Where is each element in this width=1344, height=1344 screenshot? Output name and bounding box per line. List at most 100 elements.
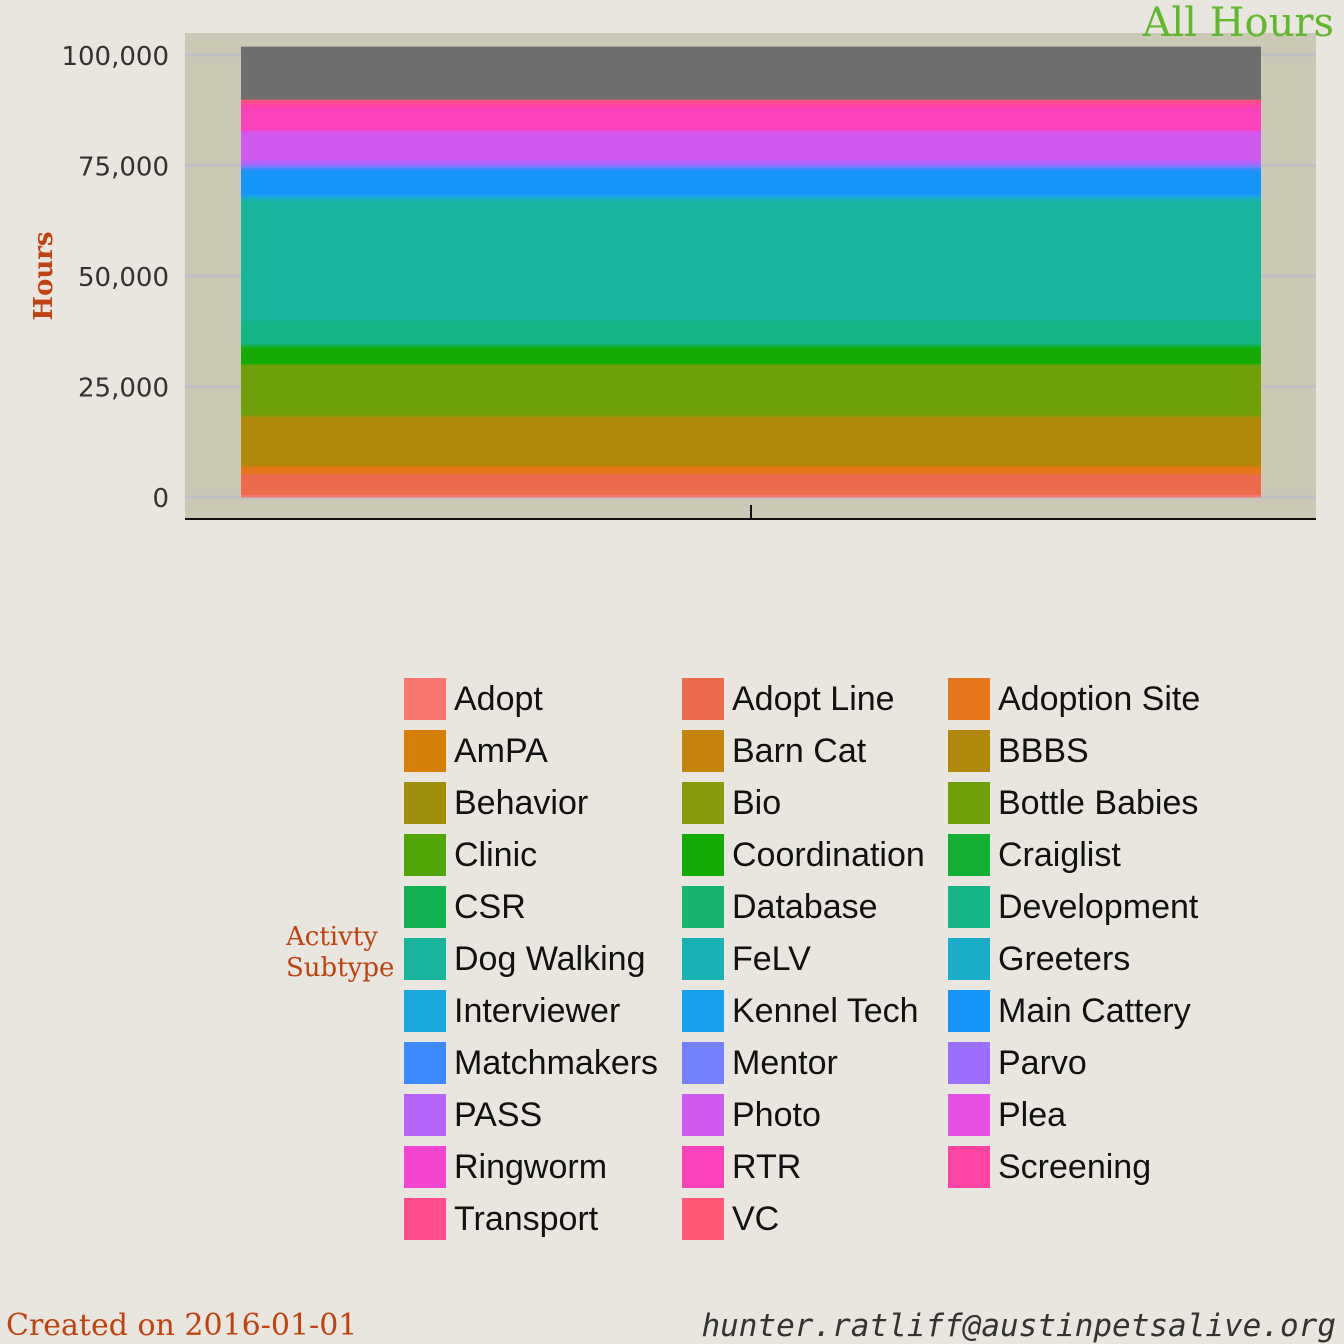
legend-item: Bio bbox=[682, 777, 948, 829]
legend-swatch bbox=[682, 678, 724, 720]
bar-segment-vc bbox=[241, 99, 1261, 102]
legend-label: Main Cattery bbox=[998, 991, 1191, 1030]
legend-label: Adopt Line bbox=[732, 679, 895, 718]
legend-item: Behavior bbox=[404, 777, 682, 829]
legend-label: Craiglist bbox=[998, 835, 1121, 874]
legend-swatch bbox=[404, 730, 446, 772]
legend-item: Kennel Tech bbox=[682, 985, 948, 1037]
legend-item: Craiglist bbox=[948, 829, 1188, 881]
y-tick-label: 50,000 bbox=[78, 263, 169, 293]
legend-label: Matchmakers bbox=[454, 1043, 659, 1082]
bar-segment-barn-cat bbox=[241, 464, 1261, 467]
bar-segment-behavior bbox=[241, 416, 1261, 418]
legend-swatch bbox=[404, 886, 446, 928]
legend-swatch bbox=[404, 834, 446, 876]
legend-label: Photo bbox=[732, 1095, 821, 1134]
legend-swatch bbox=[682, 1094, 724, 1136]
chart-title: All Hours bbox=[1142, 0, 1334, 46]
legend-item: Barn Cat bbox=[682, 725, 948, 777]
legend-item: Photo bbox=[682, 1089, 948, 1141]
legend-item: AmPA bbox=[404, 725, 682, 777]
legend-swatch bbox=[948, 1094, 990, 1136]
legend-item: RTR bbox=[682, 1141, 948, 1193]
legend-label: Screening bbox=[998, 1147, 1152, 1186]
y-tick-label: 0 bbox=[152, 484, 169, 514]
legend-label: Kennel Tech bbox=[732, 991, 919, 1030]
bar-segment-matchmakers bbox=[241, 167, 1261, 171]
legend-label: PASS bbox=[454, 1095, 543, 1134]
legend-label: Greeters bbox=[998, 939, 1131, 978]
legend-label: Plea bbox=[998, 1095, 1067, 1134]
legend-swatch bbox=[682, 730, 724, 772]
legend-label: VC bbox=[732, 1199, 780, 1238]
legend-swatch bbox=[948, 1042, 990, 1084]
legend-swatch bbox=[682, 1198, 724, 1240]
legend-swatch bbox=[404, 1198, 446, 1240]
legend-swatch bbox=[404, 990, 446, 1032]
legend-label: Adopt bbox=[454, 679, 543, 718]
bar-segment-database bbox=[241, 343, 1261, 346]
bar-segment-felv bbox=[241, 198, 1261, 202]
bar-segment-transport bbox=[241, 100, 1261, 104]
bar-segment-bottle-babies bbox=[241, 364, 1261, 416]
legend-label: Barn Cat bbox=[732, 731, 867, 770]
legend-item: Main Cattery bbox=[948, 985, 1191, 1037]
bar-segment-adopt-line bbox=[241, 474, 1261, 495]
legend-swatch bbox=[682, 886, 724, 928]
bar-segment-parvo bbox=[241, 163, 1261, 166]
legend-swatch bbox=[404, 938, 446, 980]
bar-segment-mentor bbox=[241, 165, 1261, 168]
legend-swatch bbox=[682, 834, 724, 876]
bar-segment-coordination bbox=[241, 347, 1261, 365]
legend-item: Development bbox=[948, 881, 1198, 933]
bar-segment-main-cattery bbox=[241, 169, 1261, 195]
legend-label: Mentor bbox=[732, 1043, 838, 1082]
legend-label: Development bbox=[998, 887, 1199, 926]
author-email: hunter.ratliff@austinpetsalive.org bbox=[701, 1308, 1336, 1344]
legend-swatch bbox=[404, 1146, 446, 1188]
legend-item: Greeters bbox=[948, 933, 1188, 985]
legend-swatch bbox=[948, 834, 990, 876]
legend-item: PASS bbox=[404, 1089, 682, 1141]
bar-segment-csr bbox=[241, 344, 1261, 347]
legend-item: Mentor bbox=[682, 1037, 948, 1089]
legend-label: Transport bbox=[454, 1199, 599, 1238]
y-tick-label: 75,000 bbox=[78, 153, 169, 183]
legend-swatch bbox=[948, 938, 990, 980]
legend-item: Ringworm bbox=[404, 1141, 682, 1193]
axes: 0 25,000 50,000 75,000 100,000 bbox=[61, 42, 1316, 520]
bar-segment-screening bbox=[241, 103, 1261, 109]
y-tick-label: 100,000 bbox=[61, 42, 169, 72]
bar-segment-plea bbox=[241, 130, 1261, 133]
legend-item: Clinic bbox=[404, 829, 682, 881]
bar-segment-ringworm bbox=[241, 129, 1261, 132]
bar-segment-pass bbox=[241, 160, 1261, 165]
bar-segment-craiglist bbox=[241, 345, 1261, 348]
legend-label: AmPA bbox=[454, 731, 548, 770]
y-axis-label: Hours bbox=[29, 231, 59, 321]
legend-label: Bottle Babies bbox=[998, 783, 1199, 822]
legend-label: CSR bbox=[454, 887, 526, 926]
legend-label: Ringworm bbox=[454, 1147, 608, 1186]
legend-swatch bbox=[948, 990, 990, 1032]
bar-segment-ampa bbox=[241, 466, 1261, 468]
legend-swatch bbox=[948, 1146, 990, 1188]
legend-label: Adoption Site bbox=[998, 679, 1201, 718]
legend: Adopt Adopt Line Adoption Site AmPA Barn Cat… bbox=[404, 673, 1200, 1245]
bar-segment-greeters bbox=[241, 196, 1261, 199]
legend-item: Dog Walking bbox=[404, 933, 682, 985]
bar-segment-photo bbox=[241, 131, 1261, 161]
legend-label: Dog Walking bbox=[454, 939, 646, 978]
legend-item: FeLV bbox=[682, 933, 948, 985]
legend-label: BBBS bbox=[998, 731, 1089, 770]
legend-item: Adoption Site bbox=[948, 673, 1200, 725]
legend-item: BBBS bbox=[948, 725, 1188, 777]
bar-segment-interviewer bbox=[241, 195, 1261, 198]
legend-item: Transport bbox=[404, 1193, 682, 1245]
legend-label: Coordination bbox=[732, 835, 925, 874]
bar-segment-rtr bbox=[241, 107, 1261, 130]
legend-label: Database bbox=[732, 887, 878, 926]
legend-swatch bbox=[948, 730, 990, 772]
legend-label: Interviewer bbox=[454, 991, 621, 1030]
bar-segment-clinic bbox=[241, 363, 1261, 366]
